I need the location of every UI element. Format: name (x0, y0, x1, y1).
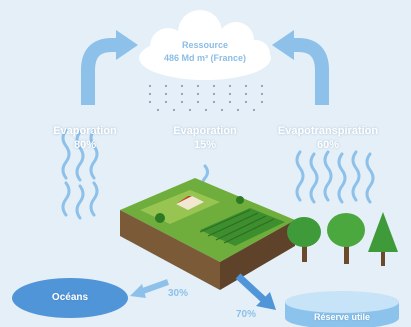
right-arrow-head (272, 30, 294, 60)
flow-value-2: 15% (193, 139, 217, 151)
left-arrow-head (116, 30, 138, 60)
runoff-ocean-value: 30% (167, 288, 188, 299)
evapotranspiration-waves (295, 150, 375, 204)
ocean-shape (12, 278, 128, 318)
trees (287, 212, 398, 266)
flow-value-3: 60% (316, 139, 340, 151)
reservoir-label: Réserve utile (313, 312, 371, 322)
landscape-block (120, 178, 295, 290)
flow-value-1: 80% (73, 139, 97, 151)
reservoir-shape (285, 291, 399, 327)
flow-label-1: Evaporation (53, 125, 117, 137)
evaporation-waves-left (61, 128, 99, 220)
ocean-label: Océans (51, 292, 89, 303)
flow-label-2: Evaporation (173, 125, 237, 137)
cloud-shape (139, 10, 271, 80)
left-curved-arrow (81, 38, 118, 105)
cloud-title: Ressource (181, 40, 229, 50)
runoff-arrow-ocean (130, 279, 170, 298)
runoff-reservoir-value: 70% (235, 309, 256, 320)
rain-drops (149, 85, 263, 111)
runoff-arrow-reservoir (235, 273, 276, 310)
flow-label-3: Evapotranspiration (277, 125, 379, 137)
right-curved-arrow (292, 38, 329, 105)
cloud-subtitle: 486 Md m³ (France) (163, 53, 247, 63)
